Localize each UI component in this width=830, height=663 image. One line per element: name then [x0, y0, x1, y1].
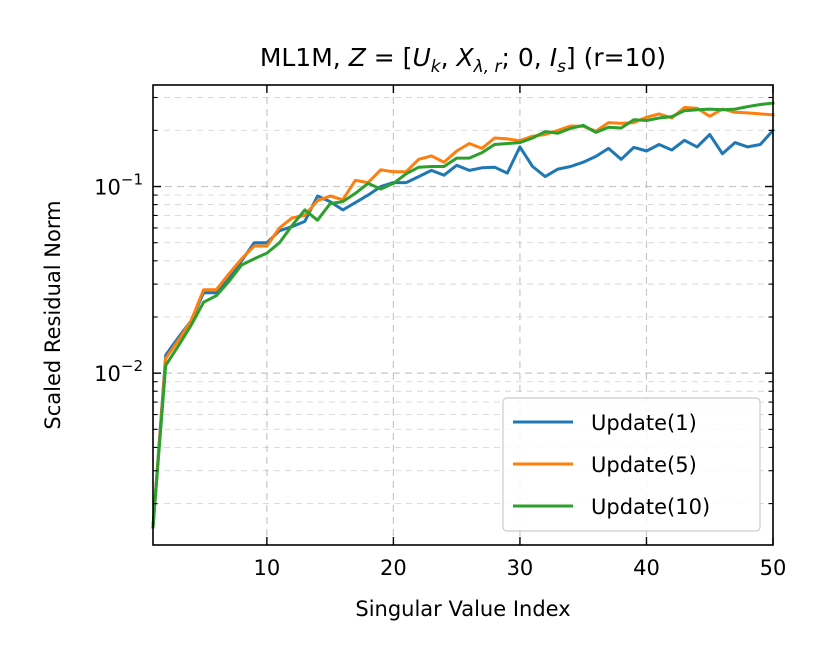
x-tick-label: 30 [507, 556, 534, 580]
legend-label: Update(5) [591, 453, 697, 477]
legend-box [502, 397, 761, 532]
x-tick-label: 10 [254, 556, 281, 580]
legend-label: Update(10) [591, 495, 710, 519]
x-tick-label: 50 [760, 556, 787, 580]
chart-title: ML1M, Z = [Uk, Xλ, r; 0, Is] (r=10) [260, 43, 666, 77]
y-axis-label: Scaled Residual Norm [41, 200, 65, 429]
legend-label: Update(1) [591, 411, 697, 435]
plot-frame [152, 84, 774, 546]
y-tick-label: 10−2 [94, 357, 143, 386]
y-tick-label: 10−1 [94, 171, 143, 200]
x-tick-label: 20 [380, 556, 407, 580]
series-layer [151, 101, 776, 529]
x-axis-label: Singular Value Index [355, 597, 570, 621]
legend: Update(1) Update(5) Update(10) [502, 397, 761, 532]
series-line-update1 [151, 128, 776, 529]
x-tick-label: 40 [633, 556, 660, 580]
series-line-update10 [151, 101, 775, 529]
ticks: 10 20 30 40 50 10−2 10−1 [94, 85, 786, 580]
